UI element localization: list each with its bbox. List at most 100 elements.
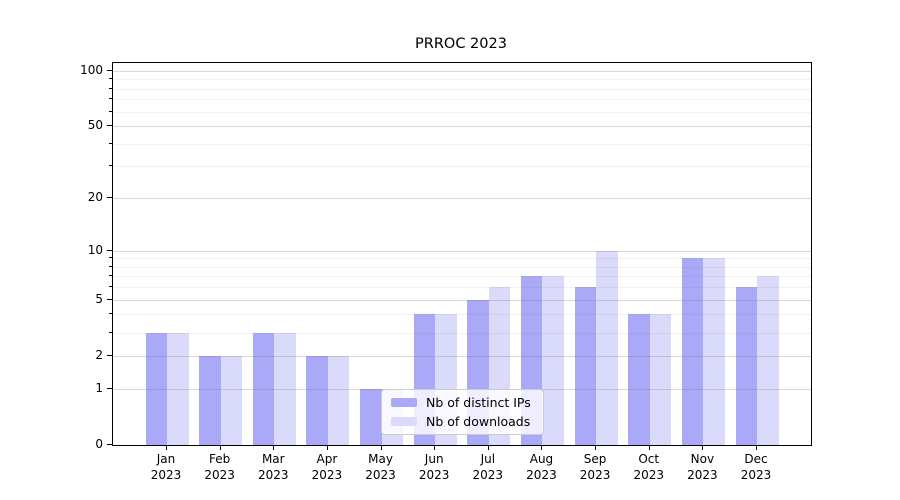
x-tick-label: Apr 2023 — [292, 451, 362, 483]
y-tick-mark-minor — [109, 87, 112, 89]
y-tick-label: 100 — [80, 62, 103, 77]
plot-area — [112, 62, 812, 446]
y-tick-mark — [107, 69, 112, 71]
y-tick-mark-minor — [109, 313, 112, 315]
y-tick-label: 10 — [87, 242, 103, 257]
x-tick-label: Dec 2023 — [721, 451, 791, 483]
x-tick-month: Jan — [156, 452, 176, 466]
bar — [649, 314, 672, 445]
x-tick-month: Feb — [209, 452, 231, 466]
x-tick-year: 2023 — [257, 468, 289, 482]
x-tick-month: Sep — [583, 452, 607, 466]
chart-title: PRROC 2023 — [415, 36, 507, 52]
y-tick-mark — [107, 298, 112, 300]
x-tick-month: Mar — [261, 452, 285, 466]
x-tick-mark — [648, 445, 650, 450]
y-tick-label: 5 — [95, 291, 103, 306]
x-tick-year: 2023 — [687, 468, 718, 482]
y-tick-mark-minor — [109, 78, 112, 80]
x-tick-label: Oct 2023 — [614, 451, 684, 483]
bar — [757, 276, 779, 445]
x-tick-month: Jun — [424, 452, 444, 466]
bar — [542, 276, 564, 445]
x-tick-mark — [595, 445, 597, 450]
x-tick-mark — [166, 445, 167, 450]
x-tick-year: 2023 — [150, 468, 182, 482]
x-tick-year: 2023 — [365, 468, 396, 482]
y-tick-mark-minor — [109, 331, 112, 333]
x-tick-year: 2023 — [579, 468, 611, 482]
x-tick-label: May 2023 — [346, 451, 416, 483]
x-tick-month: Apr — [316, 452, 338, 466]
bar — [252, 332, 275, 445]
x-tick-mark — [434, 445, 436, 450]
y-tick-mark — [107, 387, 112, 389]
bar — [306, 355, 328, 445]
x-tick-month: Dec — [744, 452, 768, 466]
x-tick-year: 2023 — [204, 468, 235, 482]
bar — [681, 258, 704, 445]
x-tick-label: Sep 2023 — [560, 451, 630, 483]
legend-label-distinct-ips: Nb of distinct IPs — [426, 395, 531, 410]
x-tick-mark — [219, 445, 221, 450]
x-tick-year: 2023 — [418, 468, 450, 482]
x-tick-year: 2023 — [311, 468, 343, 482]
x-tick-month: May — [368, 452, 393, 466]
bar — [199, 355, 221, 445]
x-tick-month: Jul — [480, 452, 496, 466]
x-tick-mark — [273, 445, 275, 450]
legend-item-downloads: Nb of downloads — [391, 414, 534, 429]
bar — [628, 314, 650, 445]
bar — [596, 250, 618, 445]
y-tick-mark-minor — [109, 265, 112, 267]
y-tick-mark-minor — [109, 142, 112, 144]
bar — [220, 355, 243, 445]
bars-layer — [113, 63, 811, 445]
x-tick-month: Aug — [529, 452, 554, 466]
x-tick-label: Feb 2023 — [185, 451, 255, 483]
y-tick-mark-minor — [109, 98, 112, 100]
y-tick-label: 1 — [95, 380, 103, 395]
x-tick-month: Oct — [638, 452, 660, 466]
y-tick-label: 50 — [87, 118, 103, 133]
x-tick-label: Mar 2023 — [238, 451, 308, 483]
bar — [274, 332, 296, 445]
y-tick-mark — [107, 444, 112, 445]
x-tick-mark — [326, 445, 328, 450]
bar — [574, 287, 597, 445]
legend: Nb of distinct IPs Nb of downloads — [381, 389, 544, 435]
y-tick-mark-minor — [109, 165, 112, 167]
x-tick-label: Jul 2023 — [453, 451, 523, 483]
y-tick-mark — [107, 354, 112, 356]
y-tick-mark-minor — [109, 257, 112, 259]
x-tick-label: Jun 2023 — [399, 451, 469, 483]
x-tick-month: Nov — [690, 452, 715, 466]
x-tick-label: Jan 2023 — [131, 451, 201, 483]
legend-item-distinct-ips: Nb of distinct IPs — [391, 395, 534, 410]
legend-swatch-distinct-ips — [391, 397, 417, 408]
y-tick-mark-minor — [109, 110, 112, 112]
bar — [167, 332, 189, 445]
x-tick-mark — [756, 445, 757, 450]
y-tick-mark-minor — [109, 275, 112, 277]
bar — [703, 258, 725, 445]
x-tick-year: 2023 — [472, 468, 504, 482]
legend-label-downloads: Nb of downloads — [426, 414, 531, 429]
x-tick-year: 2023 — [526, 468, 557, 482]
bar — [327, 355, 350, 445]
x-tick-mark — [380, 445, 382, 450]
y-tick-mark — [107, 197, 112, 199]
y-tick-mark — [107, 125, 112, 127]
x-tick-mark — [541, 445, 543, 450]
legend-swatch-downloads — [391, 416, 417, 427]
y-tick-label: 20 — [87, 190, 103, 205]
y-tick-mark-minor — [109, 286, 112, 288]
bar — [360, 388, 382, 445]
x-tick-year: 2023 — [633, 468, 664, 482]
y-tick-label: 0 — [95, 437, 103, 451]
bar — [145, 332, 167, 445]
x-tick-mark — [702, 445, 704, 450]
x-tick-mark — [487, 445, 489, 450]
x-tick-year: 2023 — [740, 468, 772, 482]
